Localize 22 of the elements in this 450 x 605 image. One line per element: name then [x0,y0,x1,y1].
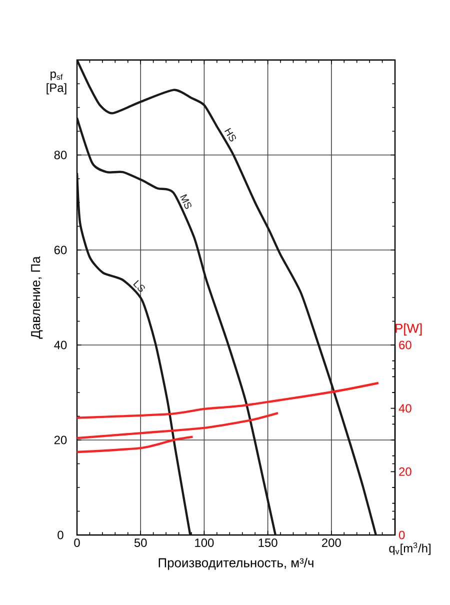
x-tick-label: 200 [322,538,341,547]
text: LS [133,280,145,292]
y-tick-label: 80 [54,150,67,160]
x-tick-label: 50 [134,538,147,547]
text: MS [180,194,192,209]
x-axis-title: Производительность, м³/ч [158,558,314,570]
y2-tick-label: 40 [398,404,412,413]
y-tick-label: 20 [54,436,67,444]
y-tick-label: 0 [58,530,64,540]
y2-tick-label: 0 [398,530,405,540]
y-tick-label: 40 [54,340,67,350]
x-tick-label: 100 [195,538,214,547]
y-tick-label: 60 [54,246,67,254]
text: p$_{sf}$ [Pa] [46,72,66,94]
x-tick-label: 150 [258,538,278,547]
y2-tick-label: 20 [399,467,412,476]
text: HS [224,128,236,142]
y2-axis-title: P[W] [396,323,422,336]
y-axis-title: Давление, Па [31,256,43,339]
y2-tick-label: 60 [399,340,412,350]
text: q$_{v}$[m$^{3}$/h] [389,542,430,555]
x-tick-label: 0 [74,538,80,547]
